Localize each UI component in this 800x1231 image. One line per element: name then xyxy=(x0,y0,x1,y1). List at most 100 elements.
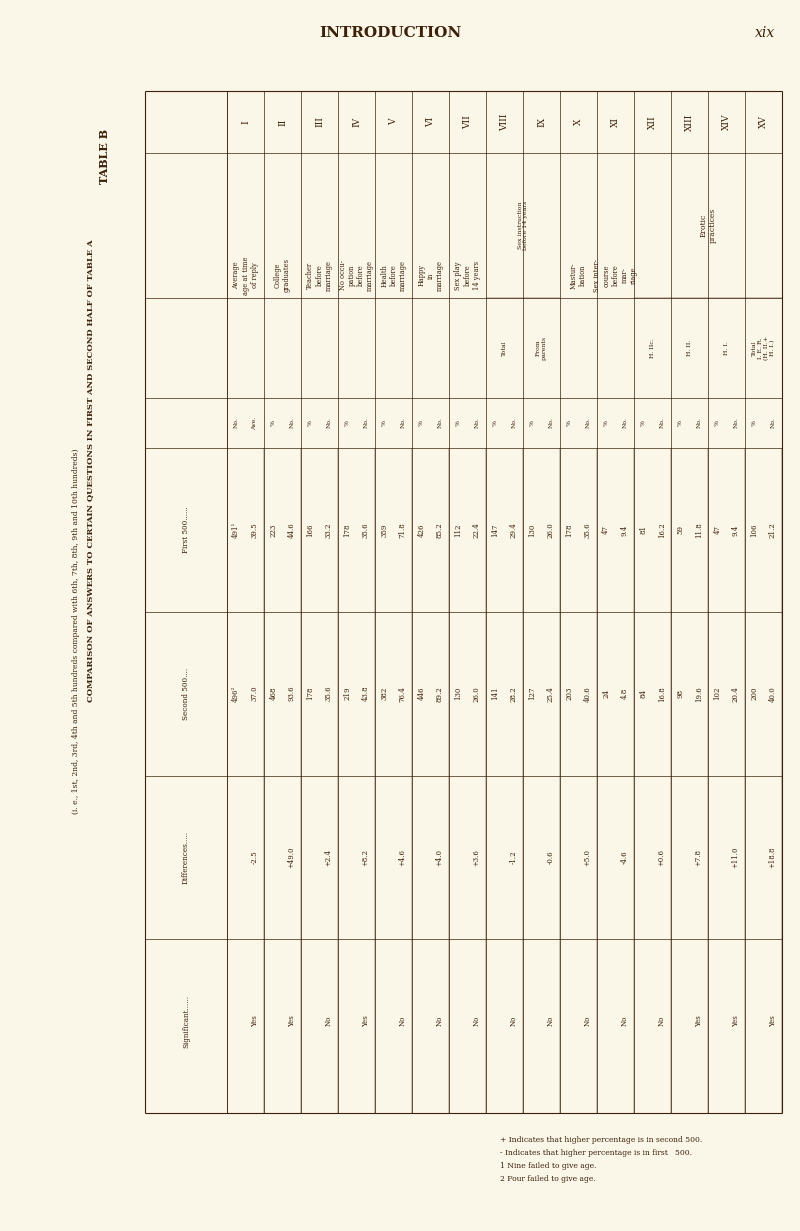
Text: XV: XV xyxy=(759,116,768,128)
Text: %: % xyxy=(382,420,386,426)
Text: No: No xyxy=(584,1016,592,1027)
Text: Yes: Yes xyxy=(769,1016,777,1027)
Text: 44.6: 44.6 xyxy=(288,522,296,538)
Text: 382: 382 xyxy=(380,687,388,700)
Text: 468: 468 xyxy=(270,687,278,700)
Text: Mastur-
bation: Mastur- bation xyxy=(570,262,587,289)
Text: -0.6: -0.6 xyxy=(546,851,554,864)
Text: 2 Four failed to give age.: 2 Four failed to give age. xyxy=(500,1176,596,1183)
Text: Health
before
marriage: Health before marriage xyxy=(380,260,406,291)
Text: XII: XII xyxy=(648,116,657,129)
Text: No: No xyxy=(473,1016,481,1027)
Text: Second 500....: Second 500.... xyxy=(182,667,190,720)
Text: 4.8: 4.8 xyxy=(621,688,629,699)
Text: 40.0: 40.0 xyxy=(769,686,777,702)
Text: 35.6: 35.6 xyxy=(325,686,333,702)
Text: %: % xyxy=(641,420,646,426)
Text: 200: 200 xyxy=(750,687,758,700)
Text: VIII: VIII xyxy=(500,113,509,130)
Text: -2.5: -2.5 xyxy=(250,851,258,864)
Text: H. IIc.: H. IIc. xyxy=(650,339,655,358)
Text: %: % xyxy=(345,420,350,426)
Text: No.: No. xyxy=(770,417,775,428)
Text: 102: 102 xyxy=(714,687,722,700)
Text: %: % xyxy=(270,420,276,426)
Text: No.: No. xyxy=(474,417,479,428)
Text: VI: VI xyxy=(426,117,435,127)
Text: %: % xyxy=(678,420,682,426)
Text: No.: No. xyxy=(659,417,664,428)
Text: -1.2: -1.2 xyxy=(510,851,518,864)
Text: 26.0: 26.0 xyxy=(473,686,481,702)
Text: No.: No. xyxy=(622,417,627,428)
Text: Yes: Yes xyxy=(362,1016,370,1027)
Text: Yes: Yes xyxy=(250,1016,258,1027)
Text: 76.4: 76.4 xyxy=(398,686,406,702)
Text: 21.2: 21.2 xyxy=(769,522,777,538)
Text: College
graduates: College graduates xyxy=(274,259,291,293)
Text: No.: No. xyxy=(290,417,294,428)
Text: %: % xyxy=(308,420,313,426)
Text: + Indicates that higher percentage is in second 500.: + Indicates that higher percentage is in… xyxy=(500,1136,702,1144)
Text: 71.8: 71.8 xyxy=(398,522,406,538)
Text: +18.8: +18.8 xyxy=(769,847,777,868)
Text: 178: 178 xyxy=(306,687,314,700)
Text: 203: 203 xyxy=(566,687,574,700)
Text: +3.6: +3.6 xyxy=(473,849,481,865)
Text: 130: 130 xyxy=(454,687,462,700)
Text: COMPARISON OF ANSWERS TO CERTAIN QUESTIONS IN FIRST AND SECOND HALF OF TABLE A: COMPARISON OF ANSWERS TO CERTAIN QUESTIO… xyxy=(86,240,94,703)
Text: XIV: XIV xyxy=(722,113,731,130)
Text: 33.2: 33.2 xyxy=(325,522,333,538)
Text: 29.4: 29.4 xyxy=(510,522,518,538)
Text: - Indicates that higher percentage is in first   500.: - Indicates that higher percentage is in… xyxy=(500,1149,692,1157)
Text: +5.0: +5.0 xyxy=(584,849,592,865)
Text: 81: 81 xyxy=(639,526,647,534)
Text: %: % xyxy=(566,420,572,426)
Text: X: X xyxy=(574,119,583,126)
Text: No.: No. xyxy=(326,417,331,428)
Text: 426: 426 xyxy=(418,523,426,537)
Text: +0.6: +0.6 xyxy=(658,849,666,865)
Text: %: % xyxy=(456,420,461,426)
Text: 84: 84 xyxy=(639,689,647,698)
Text: No.: No. xyxy=(511,417,516,428)
Text: +8.2: +8.2 xyxy=(362,849,370,865)
Text: 106: 106 xyxy=(750,523,758,537)
Text: No: No xyxy=(658,1016,666,1027)
Text: Significant......: Significant...... xyxy=(182,995,190,1048)
Text: V: V xyxy=(389,118,398,126)
Text: INTRODUCTION: INTRODUCTION xyxy=(319,26,461,39)
Text: 166: 166 xyxy=(306,523,314,537)
Text: Happy
in
marriage: Happy in marriage xyxy=(418,260,444,291)
Text: H. I.: H. I. xyxy=(724,341,729,355)
Text: No.: No. xyxy=(234,417,238,428)
Text: IV: IV xyxy=(352,117,361,127)
Text: 25.4: 25.4 xyxy=(546,686,554,702)
Text: Sex instruction
before 14 years: Sex instruction before 14 years xyxy=(518,201,528,250)
Text: %: % xyxy=(752,420,757,426)
Text: +49.0: +49.0 xyxy=(288,847,296,868)
Text: 491¹: 491¹ xyxy=(232,522,240,538)
Text: No.: No. xyxy=(696,417,702,428)
Text: 28.2: 28.2 xyxy=(510,686,518,702)
Text: +7.8: +7.8 xyxy=(694,849,702,865)
Text: XI: XI xyxy=(611,117,620,127)
Text: Yes: Yes xyxy=(694,1016,702,1027)
Text: Yes: Yes xyxy=(732,1016,740,1027)
Text: First 500......: First 500...... xyxy=(182,506,190,553)
Text: Yes: Yes xyxy=(288,1016,296,1027)
Text: 178: 178 xyxy=(343,523,351,537)
Text: 47: 47 xyxy=(714,526,722,534)
Text: 89.2: 89.2 xyxy=(436,686,444,702)
Text: 1 Nine failed to give age.: 1 Nine failed to give age. xyxy=(500,1162,597,1169)
Text: II: II xyxy=(278,118,287,126)
Text: 16.2: 16.2 xyxy=(658,522,666,538)
Text: 19.6: 19.6 xyxy=(694,686,702,702)
Text: 22.4: 22.4 xyxy=(473,522,481,538)
Text: H. II.: H. II. xyxy=(687,340,692,356)
Text: 43.8: 43.8 xyxy=(362,686,370,702)
Text: 9.4: 9.4 xyxy=(732,524,740,535)
Text: TABLE B: TABLE B xyxy=(99,128,110,183)
Text: 223: 223 xyxy=(270,523,278,537)
Text: 127: 127 xyxy=(528,687,536,700)
